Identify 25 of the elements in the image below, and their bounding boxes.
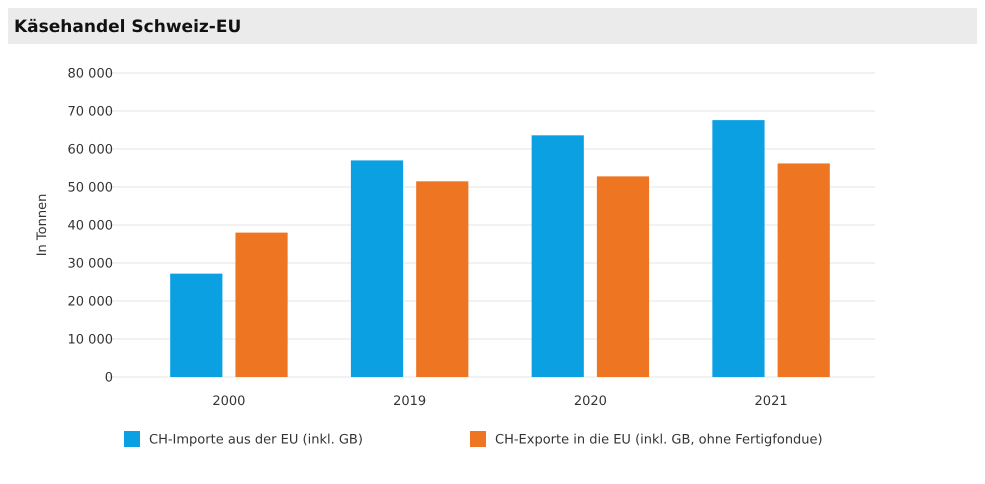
- bar: [712, 120, 765, 377]
- bar: [532, 135, 584, 377]
- legend-label: CH-Importe aus der EU (inkl. GB): [149, 432, 363, 448]
- y-tick-label: 30 000: [68, 256, 113, 272]
- x-tick-label: 2021: [754, 394, 788, 409]
- bar: [235, 232, 288, 377]
- bar: [350, 160, 404, 377]
- x-tick-label: 2000: [212, 394, 246, 409]
- y-tick-label: 70 000: [68, 104, 113, 120]
- y-tick-label: 60 000: [68, 142, 113, 158]
- x-tick-label: 2019: [393, 394, 426, 409]
- y-axis-title: In Tonnen: [35, 194, 50, 256]
- y-tick-label: 0: [104, 370, 113, 386]
- bar: [170, 274, 222, 377]
- y-tick-label: 80 000: [68, 66, 113, 82]
- y-tick-label: 20 000: [68, 294, 113, 310]
- y-tick-label: 10 000: [68, 332, 113, 348]
- bar: [596, 176, 650, 377]
- chart-title: Käsehandel Schweiz-EU: [14, 17, 242, 37]
- y-tick-label: 50 000: [68, 180, 113, 196]
- x-tick-label: 2020: [574, 394, 607, 409]
- bar: [416, 181, 468, 377]
- legend-label: CH-Exporte in die EU (inkl. GB, ohne Fertigfondue): [495, 432, 823, 448]
- bar: [778, 163, 830, 377]
- y-tick-label: 40 000: [68, 218, 113, 234]
